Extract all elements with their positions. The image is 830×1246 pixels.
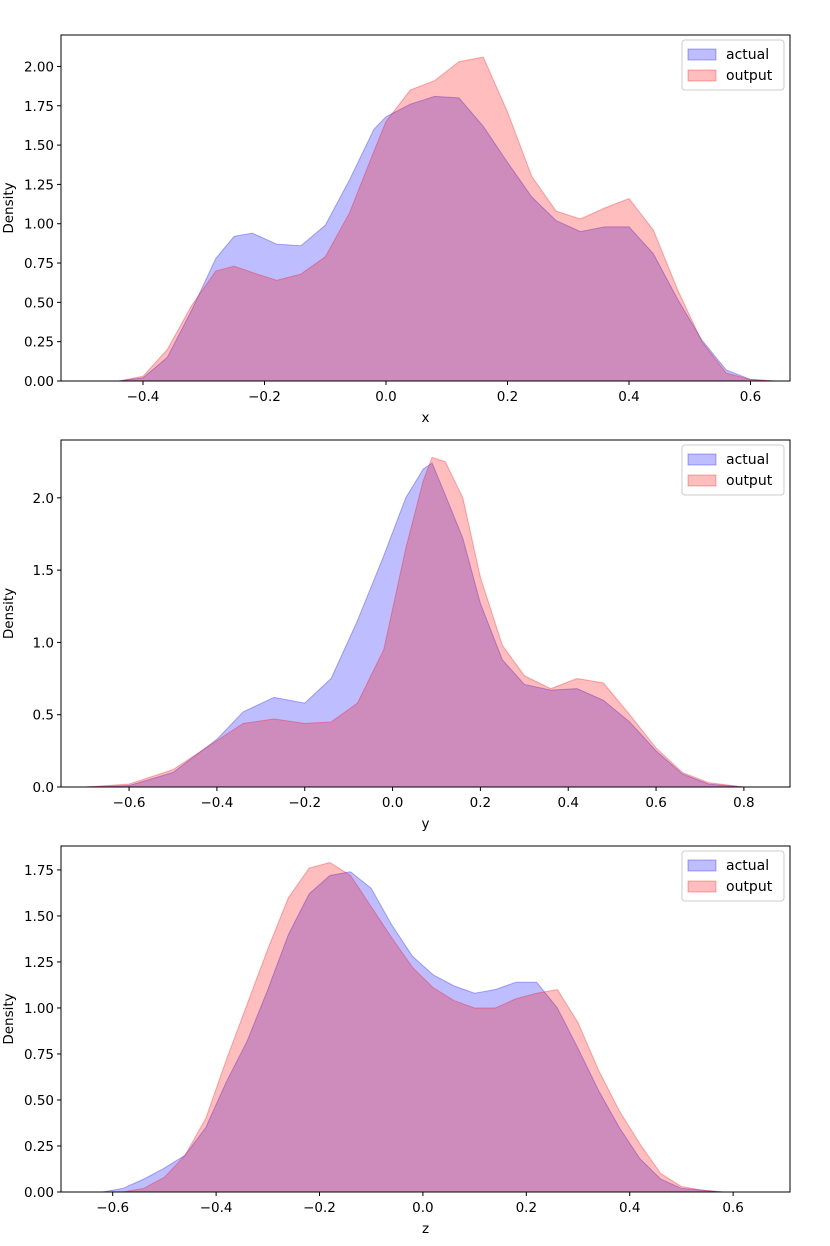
z-xtick-label: 0.2 (516, 1200, 537, 1216)
legend-label-actual: actual (726, 452, 769, 468)
legend-label-actual: actual (726, 47, 769, 63)
x-ytick-label: 0.75 (24, 256, 54, 272)
legend-label-output: output (726, 68, 773, 84)
x-xtick-label: 0.6 (740, 389, 761, 405)
z-legend: actual output (681, 850, 785, 902)
z-xtick-label: −0.4 (200, 1200, 233, 1216)
z-ytick-label: 1.75 (24, 863, 54, 879)
y-axes-frame (60, 439, 791, 788)
z-density-panel: −0.6 −0.4 −0.2 0.0 0.2 0.4 0.6 0.00 0.25 0.50 0.75… (1, 845, 791, 1237)
z-xtick-label: 0.6 (722, 1200, 743, 1216)
x-ytick-label: 0.25 (24, 335, 54, 351)
z-actual-density-area (102, 871, 744, 1193)
x-yaxis-label: Density (1, 182, 17, 233)
y-xtick-label: 0.8 (733, 795, 754, 811)
x-ytick-label: 1.75 (24, 99, 54, 115)
y-xtick-label: 0.6 (645, 795, 666, 811)
legend-swatch-output (687, 880, 717, 893)
z-xtick-label: −0.2 (303, 1200, 336, 1216)
y-xtick-label: −0.2 (288, 795, 321, 811)
z-ytick-label: 0.75 (24, 1047, 54, 1063)
legend-label-output: output (726, 473, 773, 489)
legend-swatch-output (687, 69, 717, 82)
x-ytick-label: 1.50 (24, 138, 54, 154)
legend-box (681, 39, 785, 91)
z-ytick-label: 1.50 (24, 909, 54, 925)
y-xtick-label: −0.6 (113, 795, 146, 811)
z-xaxis-label: z (422, 1221, 429, 1237)
x-density-panel: −0.4 −0.2 0.0 0.2 0.4 0.6 0.00 0.25 0.50 0.75 1.00… (1, 34, 791, 426)
x-xtick-label: 0.4 (618, 389, 639, 405)
z-ytick-label: 1.00 (24, 1001, 54, 1017)
z-xtick-label: −0.6 (96, 1200, 129, 1216)
y-ytick-label: 1.5 (33, 563, 54, 579)
legend-swatch-actual (687, 453, 717, 466)
legend-swatch-actual (687, 859, 717, 872)
y-legend: actual output (681, 444, 785, 496)
y-xtick-label: 0.2 (470, 795, 491, 811)
x-xtick-label: 0.2 (497, 389, 518, 405)
x-xaxis-label: x (422, 410, 430, 426)
y-xtick-label: 0.4 (557, 795, 578, 811)
z-ytick-label: 1.25 (24, 955, 54, 971)
y-ytick-label: 2.0 (33, 491, 54, 507)
y-ytick-label: 1.0 (33, 635, 54, 651)
x-axes-frame (60, 34, 791, 382)
y-density-panel: −0.6 −0.4 −0.2 0.0 0.2 0.4 0.6 0.8 0.0 0.5 1.0 1.5 2… (1, 439, 791, 832)
legend-label-actual: actual (726, 858, 769, 874)
x-output-density-area (82, 56, 775, 382)
z-yaxis-label: Density (1, 993, 17, 1044)
x-ytick-label: 0.50 (24, 295, 54, 311)
z-ytick-label: 0.00 (24, 1185, 54, 1201)
z-xtick-label: 0.4 (619, 1200, 640, 1216)
z-ytick-label: 0.25 (24, 1139, 54, 1155)
y-xtick-label: −0.4 (201, 795, 234, 811)
legend-swatch-output (687, 474, 717, 487)
x-actual-density-area (82, 95, 775, 382)
y-xtick-label: 0.0 (382, 795, 403, 811)
y-xaxis-label: y (422, 816, 430, 832)
x-ytick-label: 1.25 (24, 177, 54, 193)
x-xtick-label: −0.4 (127, 389, 160, 405)
x-ytick-label: 0.00 (24, 374, 54, 390)
y-ytick-label: 0.5 (33, 708, 54, 724)
y-yaxis-label: Density (1, 588, 17, 639)
z-xtick-label: 0.0 (412, 1200, 433, 1216)
y-ytick-label: 0.0 (33, 780, 54, 796)
y-actual-density-area (85, 462, 744, 788)
x-xtick-label: 0.0 (375, 389, 396, 405)
legend-swatch-actual (687, 48, 717, 61)
legend-box (681, 850, 785, 902)
x-xtick-label: −0.2 (248, 389, 281, 405)
x-ytick-label: 2.00 (24, 59, 54, 75)
x-ytick-label: 1.00 (24, 217, 54, 233)
z-axes-frame (60, 845, 791, 1193)
z-ytick-label: 0.50 (24, 1093, 54, 1109)
legend-label-output: output (726, 879, 773, 895)
x-legend: actual output (681, 39, 785, 91)
legend-box (681, 444, 785, 496)
z-output-density-area (102, 862, 744, 1193)
y-output-density-area (85, 456, 744, 788)
